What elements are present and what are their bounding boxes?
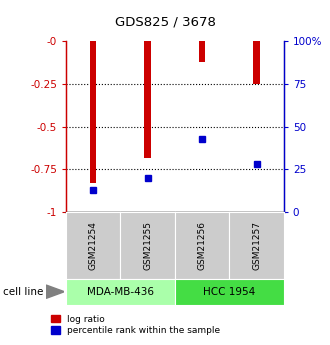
Text: GSM21254: GSM21254 xyxy=(89,221,98,270)
Text: GSM21256: GSM21256 xyxy=(198,221,207,270)
Bar xyxy=(145,41,151,158)
Text: GSM21257: GSM21257 xyxy=(252,221,261,270)
Text: GDS825 / 3678: GDS825 / 3678 xyxy=(115,16,215,29)
Text: cell line: cell line xyxy=(3,287,44,297)
Bar xyxy=(199,41,205,62)
Text: MDA-MB-436: MDA-MB-436 xyxy=(87,287,154,297)
Bar xyxy=(90,41,96,183)
Text: GSM21255: GSM21255 xyxy=(143,221,152,270)
Legend: log ratio, percentile rank within the sample: log ratio, percentile rank within the sa… xyxy=(51,315,220,335)
Bar xyxy=(253,41,260,84)
Text: HCC 1954: HCC 1954 xyxy=(203,287,255,297)
Polygon shape xyxy=(46,285,64,298)
